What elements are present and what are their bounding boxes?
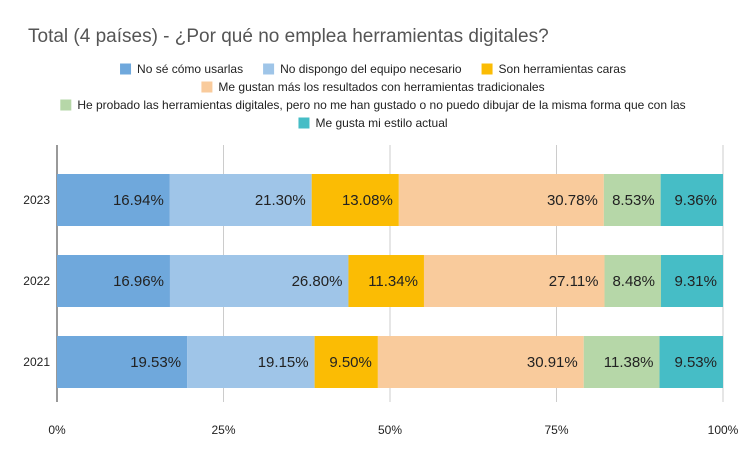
- legend-label: No dispongo del equipo necesario: [280, 62, 462, 76]
- bar-segment: [187, 336, 315, 388]
- legend-swatch: [263, 63, 275, 75]
- legend-swatch: [481, 63, 493, 75]
- x-tick-label: 50%: [378, 423, 402, 437]
- bar-segment: [660, 255, 723, 307]
- bar-segment: [314, 336, 378, 388]
- bar-segment: [423, 255, 605, 307]
- x-tick-label: 25%: [211, 423, 235, 437]
- bar-segment: [169, 255, 349, 307]
- bar-segment: [169, 174, 312, 226]
- x-tick-label: 75%: [544, 423, 568, 437]
- data-label: 19.15%: [258, 354, 309, 371]
- bar-segment: [348, 255, 424, 307]
- x-tick-label: 0%: [48, 423, 66, 437]
- bar-segment: [57, 255, 170, 307]
- bar-segment: [57, 336, 188, 388]
- bar-segment: [603, 174, 661, 226]
- legend-swatch: [60, 99, 72, 111]
- legend-swatch: [298, 117, 310, 129]
- data-label: 9.36%: [674, 192, 717, 209]
- data-label: 8.48%: [612, 273, 655, 290]
- legend-swatch: [201, 81, 213, 93]
- bar-segment: [660, 174, 723, 226]
- data-label: 11.38%: [604, 354, 654, 371]
- data-label: 16.94%: [113, 192, 164, 209]
- legend-label: No sé cómo usarlas: [137, 62, 243, 76]
- data-label: 11.34%: [368, 273, 418, 290]
- bar-segment: [583, 336, 660, 388]
- legend-label: Son herramientas caras: [499, 62, 626, 76]
- data-label: 30.91%: [527, 354, 578, 371]
- bar-segment: [377, 336, 584, 388]
- legend-swatch: [120, 63, 132, 75]
- data-label: 9.53%: [674, 354, 717, 371]
- data-label: 26.80%: [292, 273, 343, 290]
- y-tick-label: 2021: [23, 355, 50, 369]
- data-label: 8.53%: [612, 192, 655, 209]
- bar-segment: [659, 336, 723, 388]
- bar-segment: [604, 255, 661, 307]
- data-label: 16.96%: [113, 273, 164, 290]
- chart-title: Total (4 países) - ¿Por qué no emplea he…: [28, 26, 549, 47]
- data-label: 27.11%: [549, 273, 599, 290]
- data-label: 21.30%: [255, 192, 306, 209]
- data-label: 19.53%: [130, 354, 181, 371]
- legend-label: Me gustan más los resultados con herrami…: [218, 80, 544, 94]
- y-tick-label: 2023: [23, 193, 50, 207]
- data-label: 9.31%: [674, 273, 717, 290]
- data-label: 13.08%: [342, 192, 393, 209]
- data-label: 9.50%: [329, 354, 372, 371]
- data-label: 30.78%: [547, 192, 598, 209]
- bar-segment: [57, 174, 170, 226]
- bar-segment: [398, 174, 604, 226]
- legend-label: Me gusta mi estilo actual: [315, 116, 447, 130]
- y-tick-label: 2022: [23, 274, 50, 288]
- legend-label: He probado las herramientas digitales, p…: [77, 98, 685, 112]
- x-tick-label: 100%: [708, 423, 739, 437]
- bar-segment: [311, 174, 399, 226]
